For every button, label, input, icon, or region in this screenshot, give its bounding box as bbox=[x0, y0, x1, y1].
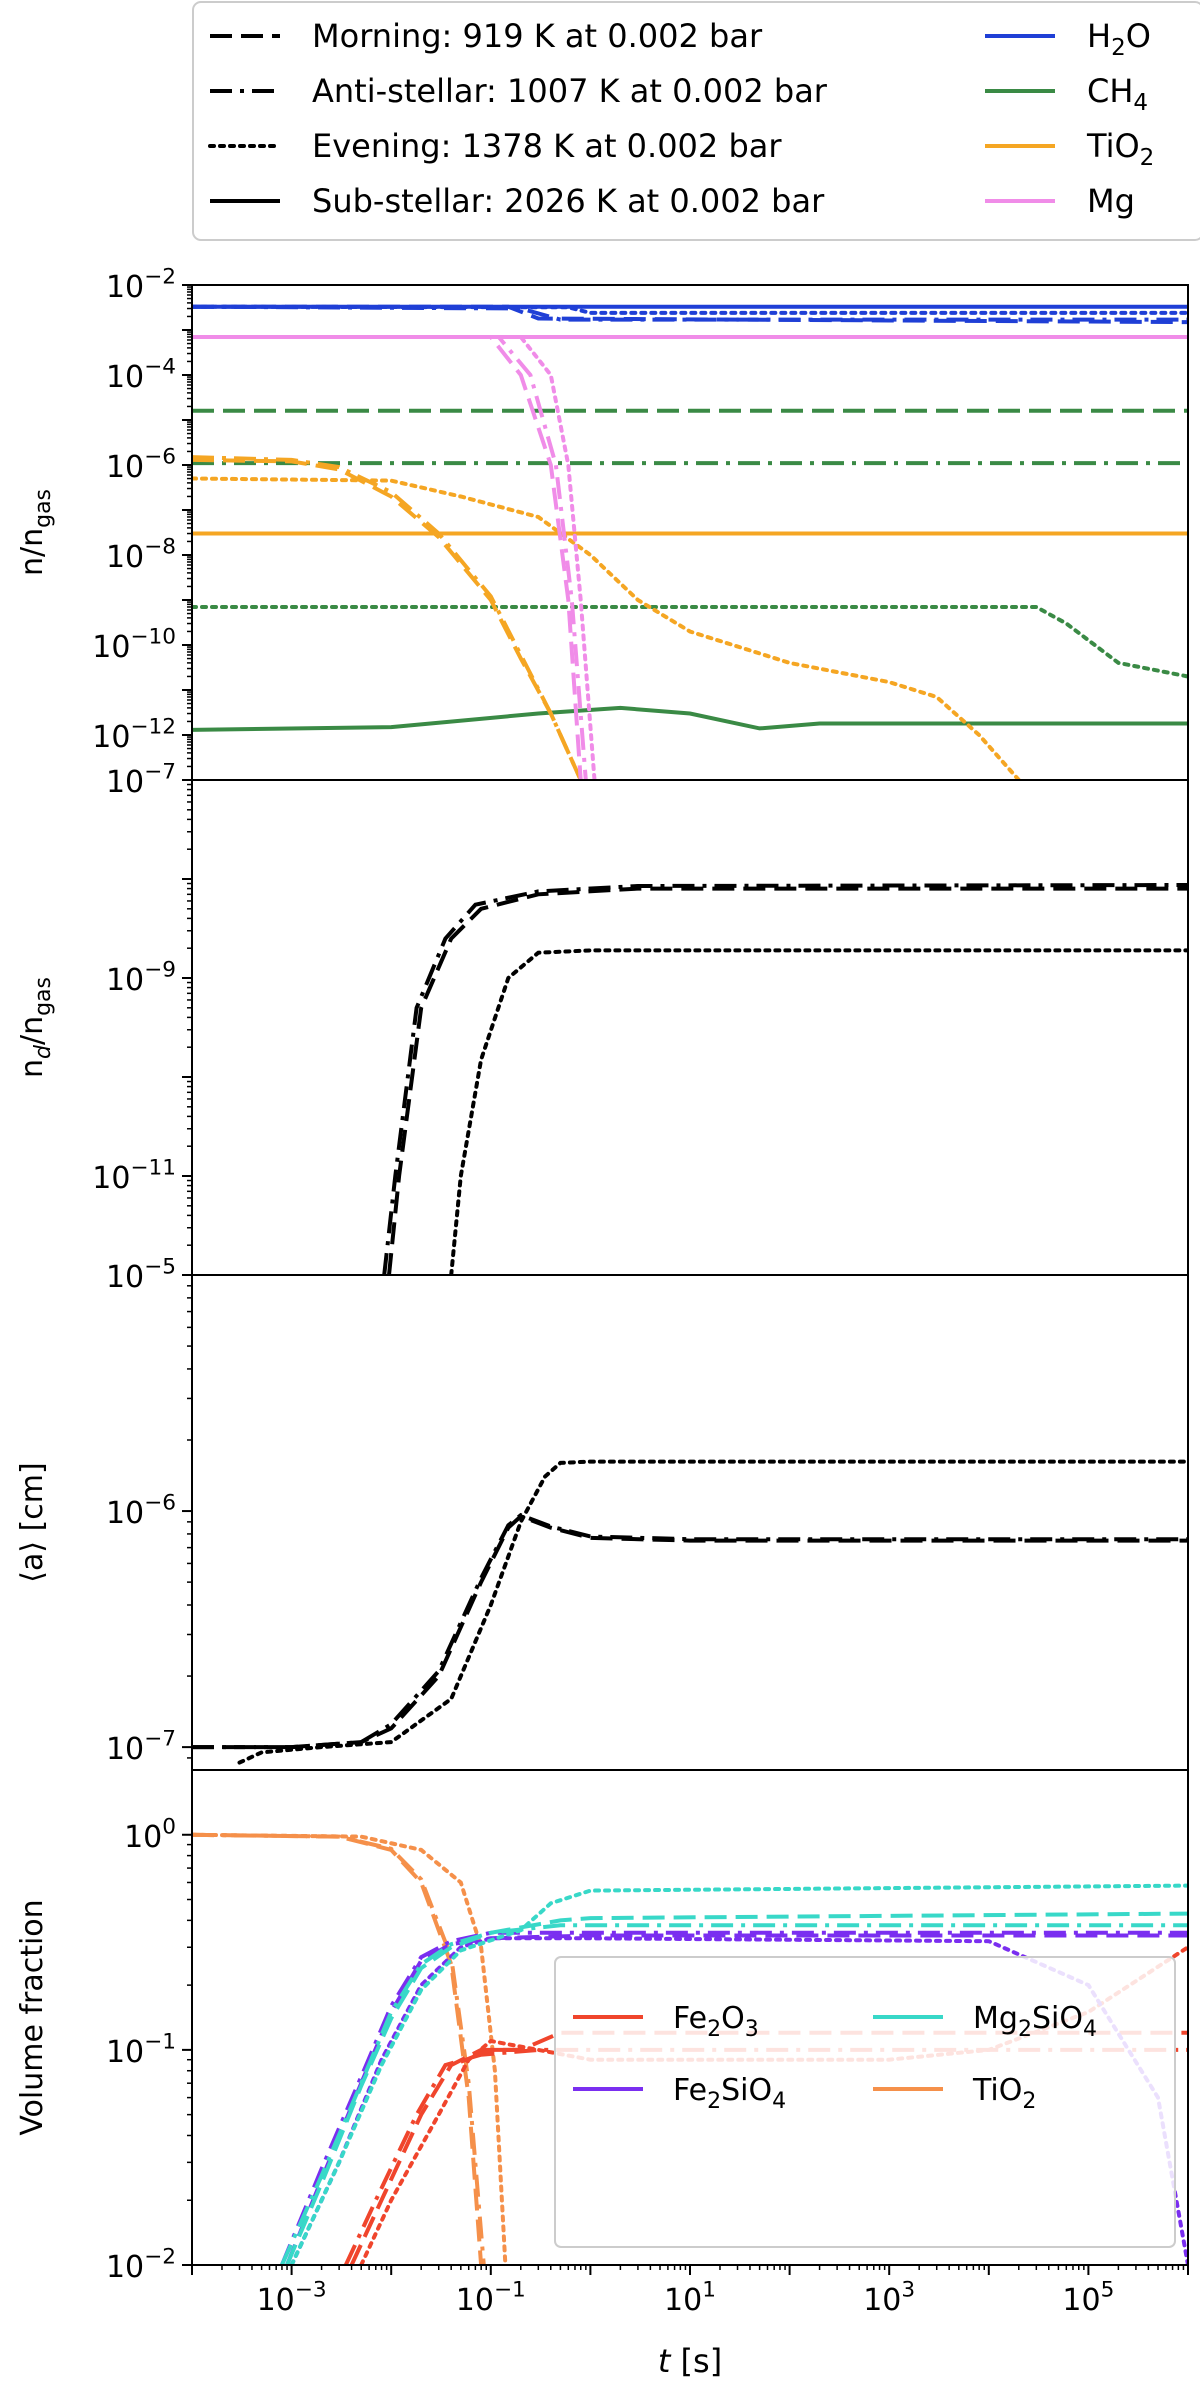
legend-species-label: H2O bbox=[1087, 17, 1151, 61]
y-tick-label: 10−12 bbox=[92, 715, 176, 756]
series-line-tio2-dotted bbox=[192, 476, 1021, 780]
y-tick-label: 10−5 bbox=[106, 1255, 176, 1296]
x-tick-label: 101 bbox=[664, 2278, 716, 2319]
series-line-fe2sio4-dashdot bbox=[280, 1930, 1188, 2265]
series-line-fe2o3-solid bbox=[460, 2047, 521, 2064]
y-tick-label: 10−11 bbox=[92, 1156, 176, 1197]
x-tick-label: 10−3 bbox=[257, 2278, 327, 2319]
y-tick-label: 10−7 bbox=[106, 760, 176, 801]
series-lines bbox=[192, 304, 1188, 780]
legend-species-label: Mg bbox=[1087, 182, 1135, 220]
y-tick-label: 10−10 bbox=[92, 625, 176, 666]
x-tick-label: 103 bbox=[863, 2278, 915, 2319]
series-line-h2o-dotted bbox=[192, 304, 1188, 315]
series-line-fe2o3-dashdot bbox=[343, 2047, 1188, 2265]
y-tick-label: 10−9 bbox=[106, 958, 176, 999]
series-line-tio2-dashdot bbox=[192, 455, 583, 780]
legend-style-label: Anti-stellar: 1007 K at 0.002 bar bbox=[312, 72, 828, 110]
series-line-fe2o3-dotted bbox=[359, 1945, 1188, 2265]
legend-species-label: CH4 bbox=[1087, 72, 1148, 116]
legend-style-label: Sub-stellar: 2026 K at 0.002 bar bbox=[312, 182, 825, 220]
x-tick-label: 105 bbox=[1062, 2278, 1114, 2319]
chart-panels: 10−2 10−4 10−6 10−8 10−10 10−12 n/ngas 10−7 10−9… bbox=[15, 265, 1189, 2286]
species-legend: Fe2O3 Fe2SiO4 Mg2SiO4 TiO2 bbox=[554, 1956, 1176, 2248]
panel-3: 10−5 10−6 10−7 ⟨a⟩ [cm] bbox=[15, 1255, 1189, 1771]
top-legend: Morning: 919 K at 0.002 bar Anti-stellar:… bbox=[192, 1, 1200, 241]
y-axis-label: nd/ngas bbox=[15, 977, 56, 1078]
series-line-tio2-dotted bbox=[192, 1832, 508, 2265]
series-line-ch4-solid bbox=[192, 705, 1188, 732]
series-line-dotted bbox=[449, 948, 1188, 1275]
series-lines bbox=[382, 883, 1188, 1275]
y-tick-label: 10−2 bbox=[106, 2245, 176, 2286]
panel-2: 10−7 10−9 10−11 nd/ngas bbox=[15, 760, 1189, 1276]
series-line-dashed bbox=[387, 886, 1188, 1275]
y-axis-label: ⟨a⟩ [cm] bbox=[15, 1462, 50, 1582]
legend-label: Fe2O3 bbox=[673, 2001, 759, 2042]
x-axis: 10−3 10−1 101 103 105 t [s] bbox=[257, 2278, 1115, 2381]
x-axis-label: t [s] bbox=[658, 2342, 722, 2380]
legend-label: Mg2SiO4 bbox=[973, 2001, 1097, 2042]
series-line-h2o-dashdot bbox=[192, 304, 1188, 322]
legend-frame bbox=[554, 1956, 1176, 2248]
series-line-tio2-dashed bbox=[192, 457, 583, 780]
y-axis-label: Volume fraction bbox=[15, 1899, 50, 2135]
y-tick-label: 100 bbox=[124, 1814, 176, 1855]
x-tick-label: 10−1 bbox=[456, 2278, 526, 2319]
top-legend-frame bbox=[192, 1, 1200, 241]
y-tick-label: 10−2 bbox=[106, 265, 176, 306]
y-tick-label: 10−8 bbox=[106, 535, 176, 576]
y-tick-label: 10−6 bbox=[106, 1491, 176, 1532]
legend-label: TiO2 bbox=[972, 2073, 1036, 2114]
y-axis-label: n/ngas bbox=[15, 489, 56, 576]
series-line-mg2sio4-dotted bbox=[289, 1883, 1188, 2265]
legend-style-label: Evening: 1378 K at 0.002 bar bbox=[312, 127, 782, 165]
y-tick-label: 10−1 bbox=[106, 2029, 176, 2070]
panel-4: 100 10−1 10−2 Volume fraction Fe2O3 Fe2SiO4 Mg… bbox=[15, 1769, 1189, 2286]
legend-style-label: Morning: 919 K at 0.002 bar bbox=[312, 17, 763, 55]
legend-species-label: TiO2 bbox=[1086, 127, 1154, 171]
series-lines bbox=[192, 1459, 1188, 1765]
y-tick-label: 10−4 bbox=[106, 355, 176, 396]
panel-1: 10−2 10−4 10−6 10−8 10−10 10−12 n/ngas bbox=[15, 265, 1189, 781]
series-line-mg-dotted bbox=[192, 335, 597, 780]
y-tick-label: 10−7 bbox=[106, 1727, 176, 1768]
series-line-mg2sio4-dashed bbox=[285, 1911, 1188, 2265]
legend-label: Fe2SiO4 bbox=[673, 2073, 786, 2114]
series-line-tio2-dashdot bbox=[192, 1832, 486, 2265]
series-line-mg2sio4-dashdot bbox=[280, 1923, 1188, 2265]
series-line-dashdot bbox=[382, 883, 1188, 1275]
series-line-dashdot bbox=[192, 1512, 1188, 1750]
series-line-ch4-dotted bbox=[192, 605, 1188, 679]
series-line-dotted bbox=[237, 1459, 1188, 1765]
y-tick-label: 10−6 bbox=[106, 445, 176, 486]
